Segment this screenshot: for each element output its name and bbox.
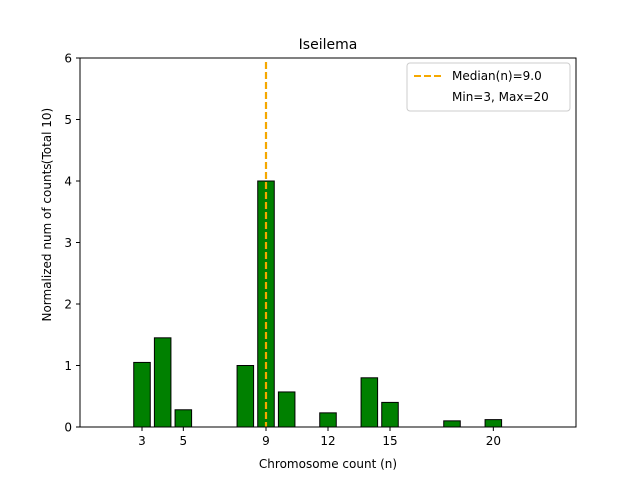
- bar-12: [319, 412, 337, 428]
- x-tick-label: 15: [382, 434, 397, 448]
- x-tick-label: 5: [180, 434, 188, 448]
- y-tick-label: 5: [64, 113, 72, 127]
- bar-5: [174, 409, 193, 428]
- legend: Median(n)=9.0 Min=3, Max=20: [406, 62, 571, 112]
- y-axis-label-main: Normalized num of counts: [40, 163, 54, 321]
- y-tick-label: 6: [64, 52, 72, 66]
- bar-14: [360, 377, 379, 428]
- bar-8: [236, 365, 255, 428]
- x-tick-label: 3: [138, 434, 146, 448]
- legend-entry-median: Median(n)=9.0: [452, 69, 542, 83]
- x-axis-ticks: 3 5 9 12 15 20: [138, 427, 501, 448]
- y-tick-label: 0: [64, 421, 72, 435]
- legend-entry-range: Min=3, Max=20: [452, 90, 549, 104]
- x-axis-label: Chromosome count (n): [259, 457, 397, 471]
- bar-18: [443, 420, 461, 428]
- y-tick-label: 2: [64, 298, 72, 312]
- y-axis-label-total: (Total 10): [40, 108, 54, 164]
- y-axis-label: Normalized num of counts (Total 10): [40, 108, 54, 322]
- chart-title: Iseilema: [299, 37, 358, 53]
- x-tick-label: 20: [486, 434, 501, 448]
- bar-3: [133, 361, 151, 428]
- y-tick-label: 4: [64, 175, 72, 189]
- bars-layer: [133, 180, 503, 428]
- bar-15: [381, 401, 399, 428]
- bar-10: [277, 391, 296, 428]
- y-axis-ticks: 0 1 2 3 4 5 6: [64, 52, 80, 435]
- y-tick-label: 3: [64, 236, 72, 250]
- bar-20: [484, 419, 503, 428]
- y-tick-label: 1: [64, 359, 72, 373]
- bar-4: [153, 337, 172, 428]
- x-tick-label: 9: [262, 434, 270, 448]
- x-tick-label: 12: [320, 434, 335, 448]
- legend-box: [406, 62, 571, 112]
